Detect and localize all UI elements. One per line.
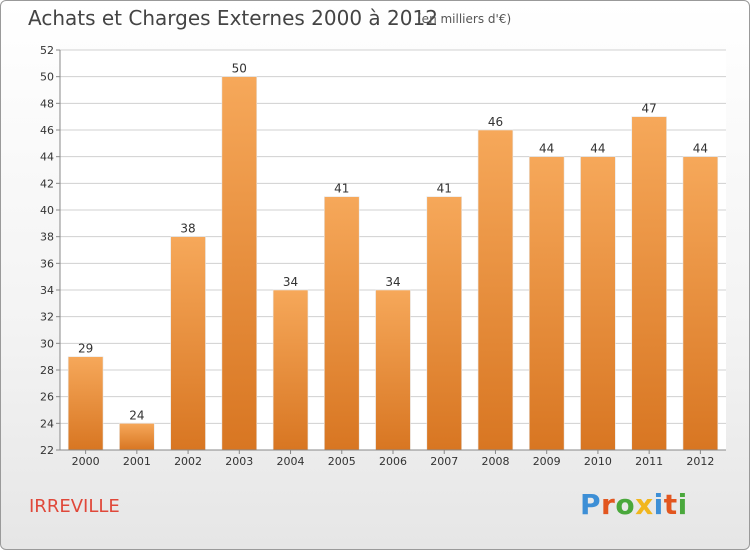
x-tick-label: 2012 (686, 455, 714, 468)
bar (580, 156, 616, 451)
bar (631, 116, 667, 451)
logo-letter: P (580, 488, 602, 521)
x-tick-label: 2011 (635, 455, 663, 468)
x-tick-label: 2006 (379, 455, 407, 468)
bar (221, 76, 258, 451)
y-tick-label: 26 (40, 391, 54, 404)
y-tick-label: 22 (40, 444, 54, 457)
bar (272, 289, 309, 451)
bar (170, 236, 206, 451)
bar-value-label: 41 (437, 182, 452, 196)
logo-letter: x (635, 488, 654, 521)
bar-value-label: 24 (129, 408, 144, 422)
y-tick-label: 28 (40, 364, 54, 377)
y-tick-label: 34 (40, 284, 54, 297)
x-tick-label: 2000 (72, 455, 100, 468)
x-tick-label: 2001 (123, 455, 151, 468)
bar (324, 196, 360, 451)
logo-letter: i (653, 488, 664, 521)
logo-letter: t (663, 488, 678, 521)
x-tick-label: 2007 (430, 455, 458, 468)
bar-value-label: 50 (232, 62, 247, 76)
logo-letter: i (677, 488, 688, 521)
x-tick-label: 2010 (584, 455, 612, 468)
logo-text: Proxiti (580, 488, 688, 521)
x-tick-label: 2003 (225, 455, 253, 468)
y-tick-label: 40 (40, 204, 54, 217)
y-tick-label: 48 (40, 97, 54, 110)
chart-title: Achats et Charges Externes 2000 à 2012 (28, 6, 438, 30)
y-tick-label: 52 (40, 44, 54, 57)
bar (477, 129, 514, 451)
x-tick-label: 2004 (277, 455, 305, 468)
bar-value-label: 41 (334, 182, 349, 196)
bar-value-label: 34 (283, 275, 298, 289)
bar-value-label: 38 (180, 222, 195, 236)
logo-letter: o (615, 488, 636, 521)
bar-value-label: 29 (78, 342, 93, 356)
logo-letter: r (601, 488, 616, 521)
bar (426, 196, 462, 451)
x-tick-label: 2008 (481, 455, 509, 468)
x-tick-label: 2005 (328, 455, 356, 468)
x-tick-label: 2002 (174, 455, 202, 468)
y-tick-label: 38 (40, 231, 54, 244)
bar-value-label: 46 (488, 115, 503, 129)
bar-value-label: 34 (385, 275, 400, 289)
chart-subtitle: (en milliers d'€) (417, 12, 512, 26)
bar (375, 289, 411, 451)
bar (119, 423, 155, 451)
x-tick-label: 2009 (533, 455, 561, 468)
y-tick-label: 30 (40, 337, 54, 350)
proxiti-logo: Proxiti (580, 488, 688, 521)
bar (528, 156, 565, 451)
y-tick-label: 36 (40, 257, 54, 270)
bar-value-label: 44 (693, 142, 708, 156)
bar (682, 156, 719, 451)
y-tick-label: 42 (40, 177, 54, 190)
y-tick-label: 32 (40, 311, 54, 324)
bar (67, 356, 104, 451)
y-tick-label: 44 (40, 151, 54, 164)
bar-value-label: 44 (539, 142, 554, 156)
bar-value-label: 47 (642, 102, 657, 116)
y-tick-label: 24 (40, 417, 54, 430)
y-tick-label: 50 (40, 71, 54, 84)
bar-value-label: 44 (590, 142, 605, 156)
y-tick-label: 46 (40, 124, 54, 137)
commune-name: IRREVILLE (29, 496, 120, 517)
